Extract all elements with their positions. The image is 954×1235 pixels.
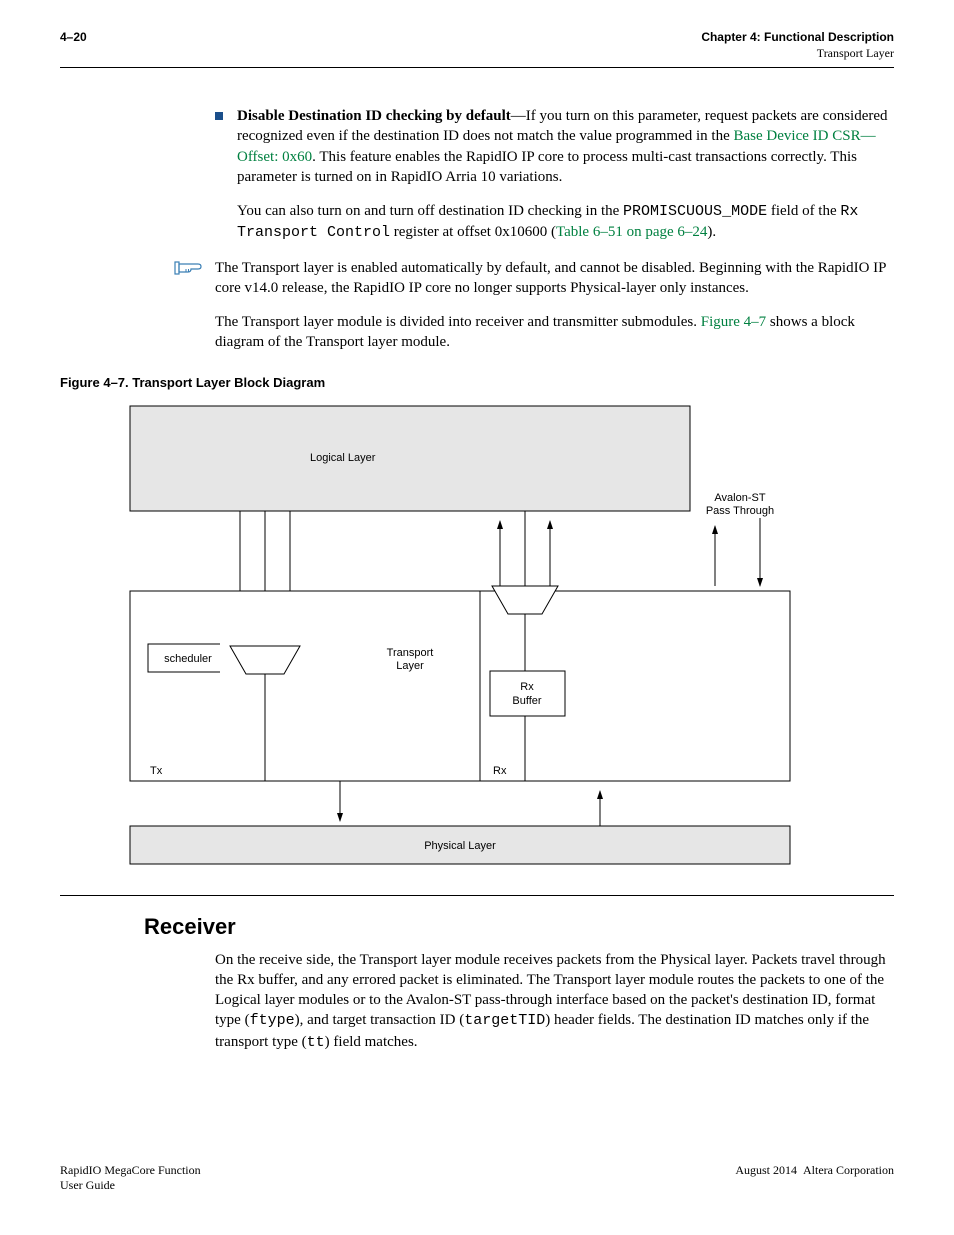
code-tt: tt [307, 1034, 325, 1051]
label-avalon-2: Pass Through [706, 505, 774, 517]
page-header: 4–20 Chapter 4: Functional Description T… [60, 30, 894, 68]
footer-corp: Altera Corporation [803, 1163, 894, 1177]
label-rx: Rx [493, 765, 507, 777]
label-scheduler: scheduler [164, 653, 212, 665]
para2-b: field of the [767, 203, 840, 219]
para2-a: You can also turn on and turn off destin… [237, 203, 623, 219]
label-transport-1: Transport [387, 647, 434, 659]
bullet-text-2: . This feature enables the RapidIO IP co… [237, 149, 857, 185]
label-rxbuf-1: Rx [520, 681, 534, 693]
bullet-item: Disable Destination ID checking by defau… [215, 106, 894, 187]
link-table-6-51[interactable]: Table 6–51 on page 6–24 [556, 224, 707, 240]
label-physical-layer: Physical Layer [424, 840, 496, 852]
pointing-hand-icon [174, 258, 215, 283]
para2-c: register at offset 0x10600 ( [390, 224, 556, 240]
label-logical-layer: Logical Layer [310, 452, 376, 464]
section-heading-receiver: Receiver [144, 914, 894, 940]
page-number: 4–20 [60, 30, 87, 44]
bullet-icon [215, 112, 223, 120]
code-targettid: targetTID [464, 1012, 545, 1029]
chapter-info: Chapter 4: Functional Description Transp… [701, 30, 894, 61]
label-tx: Tx [150, 765, 163, 777]
label-rxbuf-2: Buffer [512, 695, 541, 707]
receiver-b: ), and target transaction ID ( [295, 1012, 465, 1028]
link-figure-4-7[interactable]: Figure 4–7 [701, 314, 766, 330]
chapter-title: Chapter 4: Functional Description [701, 30, 894, 44]
label-avalon-1: Avalon-ST [714, 492, 765, 504]
footer-date: August 2014 [735, 1163, 797, 1177]
code-promiscuous-mode: PROMISCUOUS_MODE [623, 203, 767, 220]
code-ftype: ftype [250, 1012, 295, 1029]
para2-d: ). [707, 224, 716, 240]
figure-separator [60, 895, 894, 896]
receiver-d: ) field matches. [325, 1034, 418, 1050]
bullet-lead: Disable Destination ID checking by defau… [237, 108, 511, 124]
chapter-subtitle: Transport Layer [701, 46, 894, 61]
note-block: The Transport layer is enabled automatic… [174, 258, 894, 299]
para3-a: The Transport layer module is divided in… [215, 314, 701, 330]
label-transport-2: Layer [396, 660, 424, 672]
footer-doc: User Guide [60, 1178, 201, 1193]
page-footer: RapidIO MegaCore Function User Guide Aug… [60, 1163, 894, 1193]
note-text: The Transport layer is enabled automatic… [215, 258, 894, 299]
footer-product: RapidIO MegaCore Function [60, 1163, 201, 1178]
transport-layer-diagram: Logical Layer Avalon-ST Pass Through sch… [120, 396, 894, 881]
figure-caption: Figure 4–7. Transport Layer Block Diagra… [60, 375, 894, 390]
